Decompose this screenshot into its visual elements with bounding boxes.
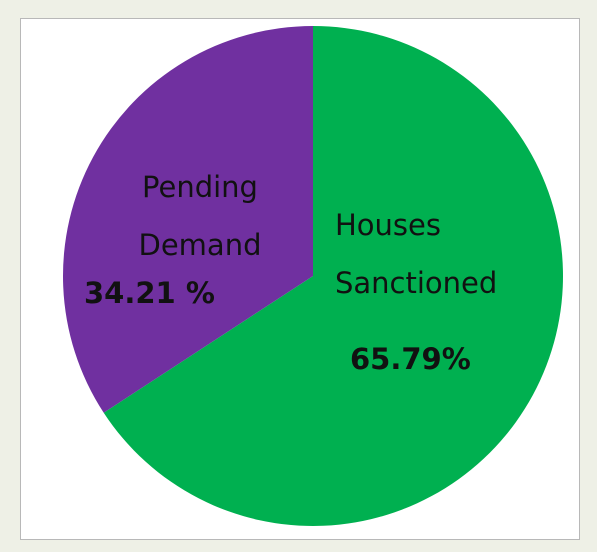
value-label: 65.79% [350,342,471,376]
pie-slice [62,26,313,413]
slice-label: Pending Demand [138,170,262,262]
pie-slice [103,26,563,526]
value-label: 34.21 % [84,276,215,310]
slice-label: Houses Sanctioned [335,208,498,300]
